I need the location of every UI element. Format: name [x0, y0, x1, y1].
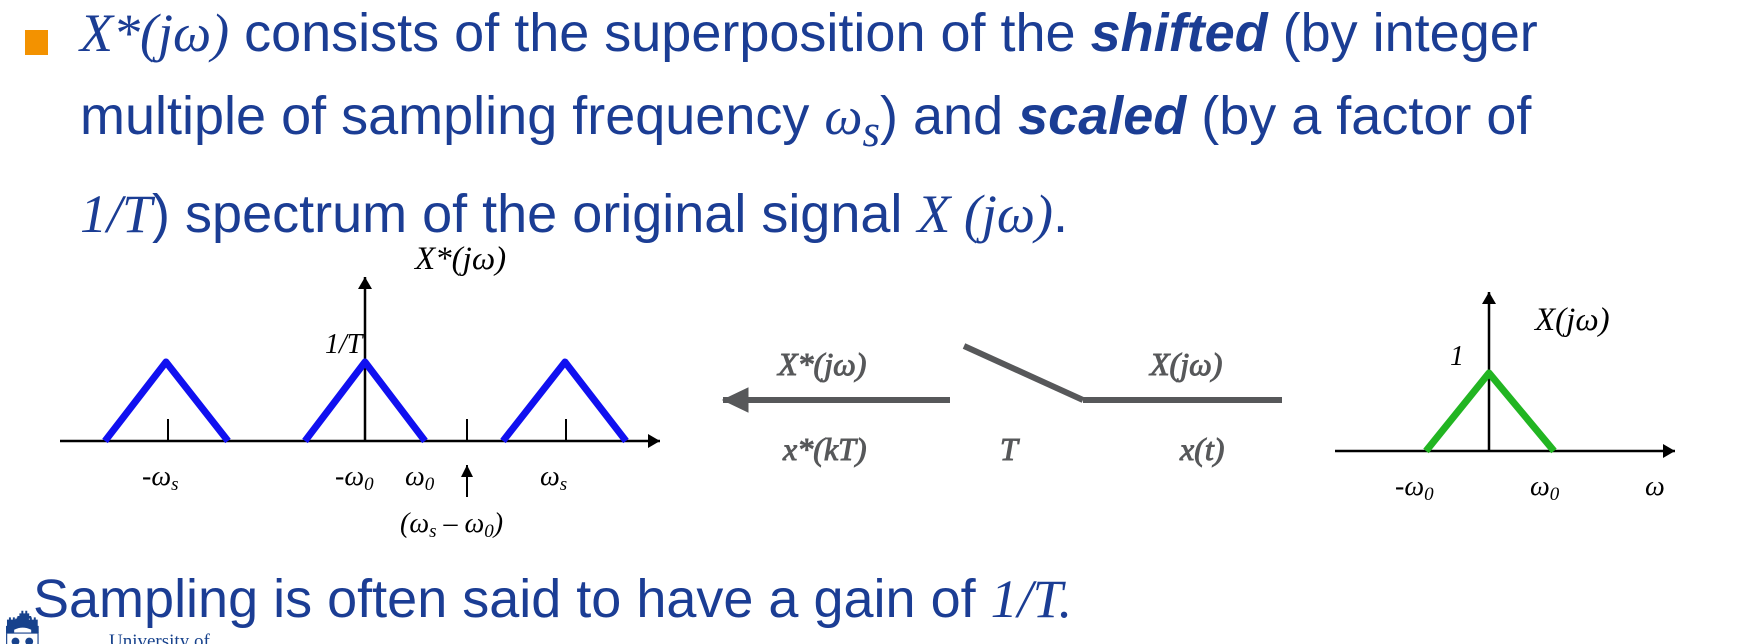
svg-text:T: T: [1000, 431, 1020, 467]
svg-text:-ωs: -ωs: [142, 461, 179, 495]
svg-text:1: 1: [1450, 341, 1464, 372]
svg-text:ωs: ωs: [540, 461, 567, 495]
svg-text:X(jω): X(jω): [1533, 302, 1610, 338]
svg-text:-ω0: -ω0: [1395, 471, 1434, 505]
svg-text:ω0: ω0: [1530, 471, 1560, 505]
svg-text:X*(jω): X*(jω): [413, 241, 506, 277]
svg-text:1/T: 1/T: [325, 329, 365, 360]
svg-text:X*(jω): X*(jω): [776, 346, 866, 382]
svg-text:ω0: ω0: [405, 461, 435, 495]
svg-text:x*(kT): x*(kT): [782, 431, 867, 467]
svg-text:ω: ω: [1645, 471, 1665, 502]
svg-text:-ω0: -ω0: [335, 461, 374, 495]
svg-text:X(jω): X(jω): [1148, 346, 1222, 382]
svg-text:(ωs – ω0): (ωs – ω0): [400, 508, 503, 542]
svg-text:x(t): x(t): [1179, 431, 1224, 467]
